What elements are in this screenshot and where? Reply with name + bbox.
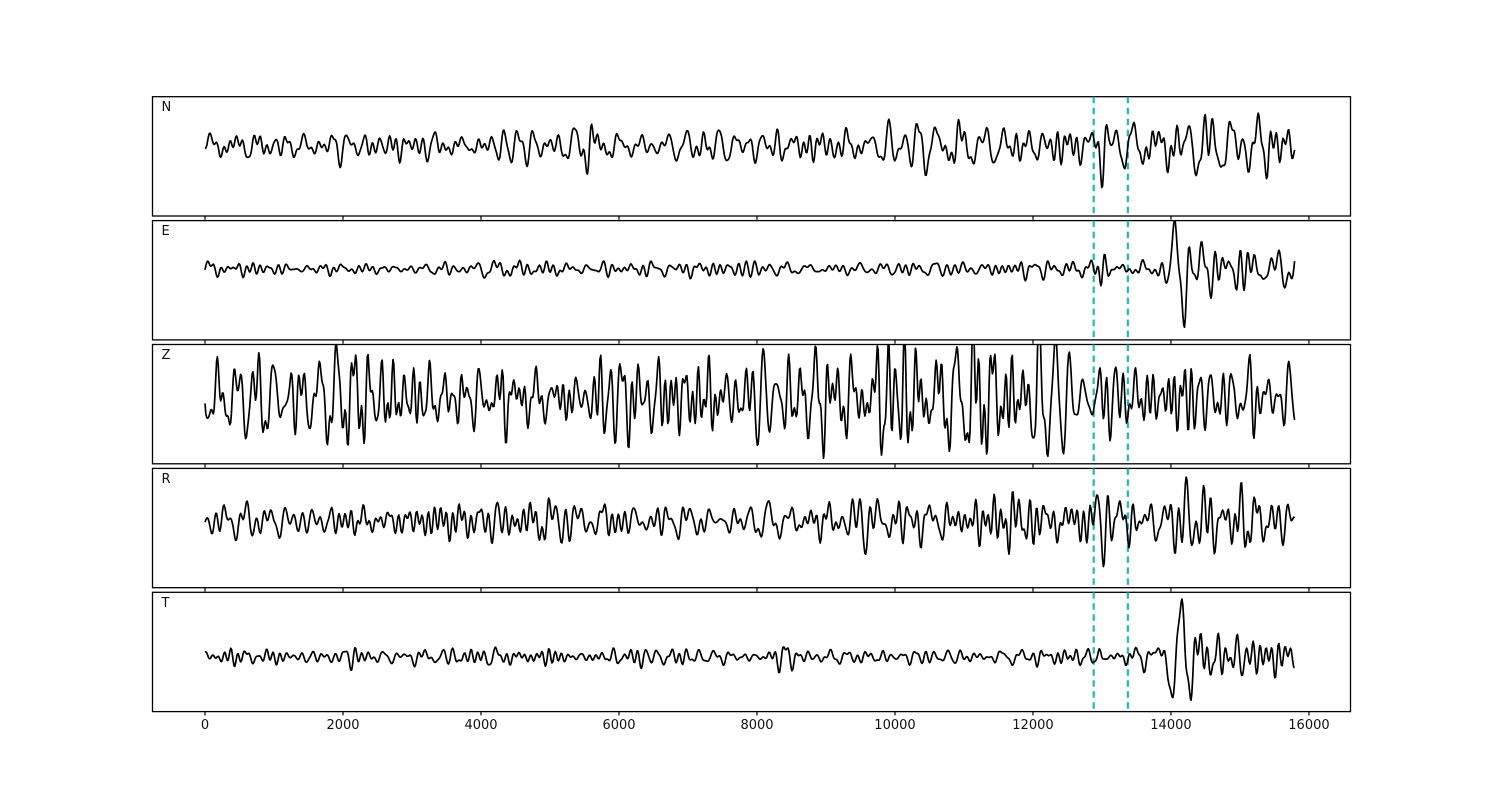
x-tick-label: 4000 [464,718,497,733]
x-tick-label: 0 [201,718,209,733]
panel-content-Z [204,344,1296,464]
x-tick-label: 16000 [1288,718,1329,733]
waveform-trace-N [204,112,1296,189]
panel-content-N [204,96,1296,216]
x-tick-label: 2000 [326,718,359,733]
x-tick-label: 6000 [602,718,635,733]
waveform-trace-T [204,598,1295,702]
panel-frame-T [151,591,1352,713]
panel-frame-E [151,219,1352,341]
panel-label-Z: Z [162,348,171,363]
x-tick-label: 8000 [740,718,773,733]
panel-label-E: E [162,224,170,239]
panel-frame-R [151,467,1352,589]
panel-frame-N [151,96,1352,217]
waveform-trace-R [204,476,1296,568]
panel-label-T: T [161,596,170,611]
panel-content-E [204,220,1296,340]
x-tick-label: 14000 [1150,718,1191,733]
panel-label-R: R [162,472,171,487]
waveform-trace-Z [204,344,1296,460]
panel-content-T [204,592,1295,712]
panel-label-N: N [162,100,172,115]
x-tick-label: 10000 [874,718,915,733]
waveform-trace-E [204,220,1296,329]
x-tick-label: 12000 [1012,718,1053,733]
panel-content-R [204,468,1296,588]
